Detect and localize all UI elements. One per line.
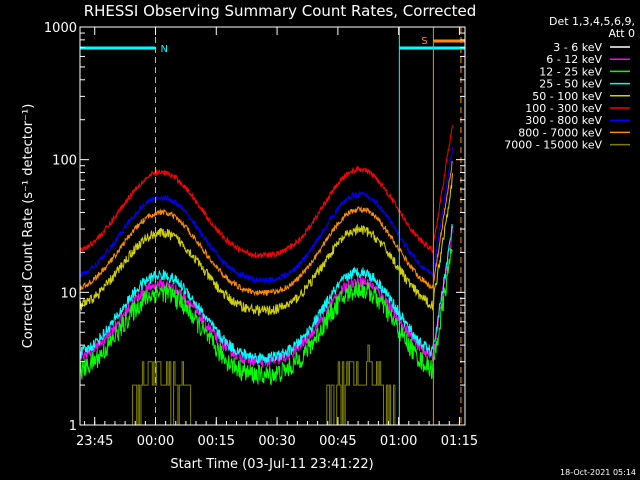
- plot-frame: [79, 26, 466, 426]
- legend-header: Att 0: [609, 27, 635, 40]
- legend-label: 800 - 7000 keV: [518, 126, 602, 139]
- x-tick-label: 00:45: [319, 434, 356, 449]
- x-axis-label: Start Time (03-Jul-11 23:41:22): [170, 457, 373, 472]
- series-line: [80, 248, 453, 386]
- legend-label: 25 - 50 keV: [539, 78, 602, 91]
- marker-layer: NS: [80, 27, 465, 425]
- y-axis: 1 10 100 1000: [44, 21, 465, 434]
- x-tick-label: 00:00: [137, 434, 174, 449]
- legend-label: 300 - 800 keV: [525, 114, 602, 127]
- timestamp: 18-Oct-2021 05:14: [560, 468, 636, 477]
- series-line: [80, 160, 453, 297]
- y-tick-label: 10: [60, 286, 77, 301]
- x-tick-label: 00:15: [198, 434, 235, 449]
- x-axis: 23:45 00:00 00:15 00:30 00:45 01:00 01:15: [76, 27, 478, 449]
- series-line: [80, 147, 453, 284]
- series-line: [80, 260, 454, 421]
- x-tick-label: 01:15: [441, 434, 478, 449]
- legend-label: 3 - 6 keV: [553, 41, 602, 54]
- y-axis-label: Corrected Count Rate (s⁻¹ detector⁻¹): [21, 104, 36, 349]
- legend-header: Det 1,3,4,5,6,9,: [549, 15, 635, 28]
- y-tick-label: 1: [69, 419, 77, 434]
- x-tick-label: 00:30: [258, 434, 295, 449]
- legend-label: 7000 - 15000 keV: [504, 139, 602, 152]
- series-layer: [80, 124, 454, 425]
- legend-label: 50 - 100 keV: [532, 90, 602, 103]
- series-line: [80, 173, 453, 317]
- chart-title: RHESSI Observing Summary Count Rates, Co…: [84, 2, 477, 20]
- series-line: [80, 224, 453, 364]
- series-line: [80, 124, 453, 259]
- legend-label: 12 - 25 keV: [539, 65, 602, 78]
- saa-annotation: S: [421, 36, 427, 47]
- y-tick-label: 100: [52, 154, 77, 169]
- x-tick-label: 23:45: [76, 434, 113, 449]
- series-line: [80, 344, 445, 425]
- night-annotation: N: [161, 44, 168, 55]
- legend-label: 100 - 300 keV: [525, 102, 602, 115]
- legend-label: 6 - 12 keV: [546, 53, 602, 66]
- y-tick-label: 1000: [44, 21, 77, 36]
- x-tick-label: 01:00: [380, 434, 417, 449]
